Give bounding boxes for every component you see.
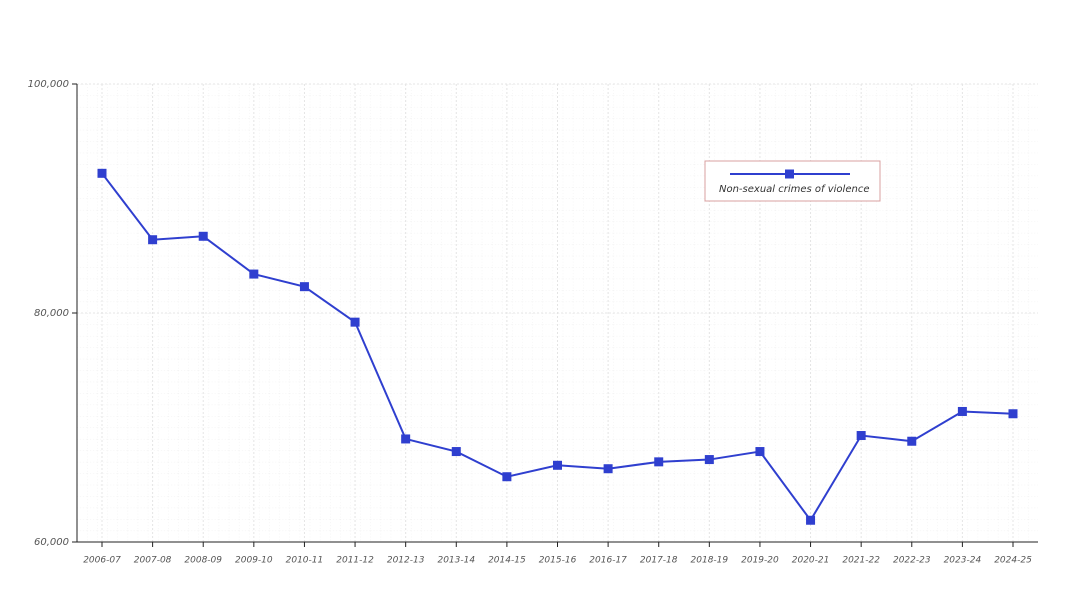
- legend-label: Non-sexual crimes of violence: [719, 184, 869, 195]
- y-tick-label: 100,000: [28, 79, 69, 90]
- x-tick-label: 2022-23: [893, 556, 931, 566]
- point: [553, 460, 562, 470]
- point: [603, 464, 613, 474]
- point: [299, 282, 309, 292]
- point: [350, 317, 360, 327]
- legend-box: [704, 160, 881, 202]
- point: [97, 168, 107, 178]
- x-tick-label: 2018-19: [691, 556, 729, 566]
- x-tick-label: 2010-11: [286, 556, 324, 566]
- point: [654, 457, 664, 467]
- point: [907, 436, 917, 446]
- point: [198, 231, 208, 241]
- x-tick-label: 2024-25: [994, 556, 1032, 566]
- point: [806, 515, 816, 525]
- point: [401, 434, 411, 444]
- x-tick-label: 2007-08: [134, 556, 172, 566]
- x-tick-label: 2011-12: [336, 556, 374, 566]
- y-tick-label: 80,000: [34, 308, 69, 319]
- x-tick-label: 2021-22: [842, 556, 880, 566]
- x-tick-label: 2013-14: [437, 556, 475, 566]
- x-tick-label: 2023-24: [944, 556, 982, 566]
- point: [148, 235, 158, 245]
- point: [502, 472, 512, 482]
- x-tick-label: 2015-16: [539, 556, 577, 566]
- point: [249, 269, 259, 279]
- x-tick-label: 2006-07: [83, 556, 121, 566]
- x-tick-label: 2014-15: [488, 556, 526, 566]
- y-tick-label: 60,000: [34, 537, 69, 548]
- legend-marker: [785, 169, 794, 179]
- point: [856, 431, 866, 441]
- point: [755, 447, 765, 457]
- x-tick-label: 2016-17: [589, 556, 627, 566]
- x-tick-label: 2008-09: [184, 556, 222, 566]
- x-tick-label: 2020-21: [792, 556, 830, 566]
- point: [1008, 409, 1018, 419]
- point: [704, 455, 714, 465]
- x-tick-label: 2009-10: [235, 556, 273, 566]
- x-tick-label: 2019-20: [741, 556, 779, 566]
- x-tick-label: 2012-13: [387, 556, 425, 566]
- point: [957, 406, 967, 416]
- x-tick-label: 2017-18: [640, 556, 678, 566]
- point: [451, 447, 461, 457]
